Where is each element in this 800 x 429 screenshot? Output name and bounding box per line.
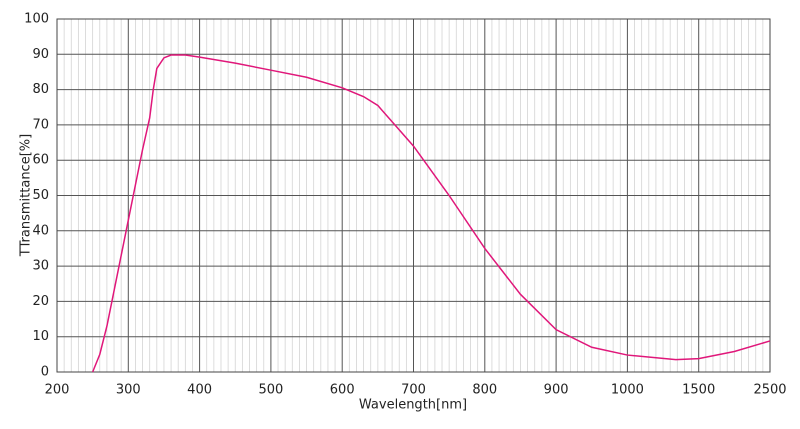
x-tick-label: 600 — [330, 383, 355, 398]
y-tick-label: 20 — [32, 294, 49, 309]
y-tick-label: 80 — [32, 82, 49, 97]
x-tick-label: 400 — [187, 383, 212, 398]
x-tick-label: 900 — [544, 383, 569, 398]
x-tick-label: 500 — [258, 383, 283, 398]
y-tick-label: 40 — [32, 223, 49, 238]
x-tick-label: 700 — [401, 383, 426, 398]
x-tick-label: 800 — [472, 383, 497, 398]
x-tick-label: 200 — [45, 383, 70, 398]
y-axis-label: TTransmittance[%] — [19, 134, 34, 257]
plot-frame — [56, 18, 771, 373]
y-tick-label: 50 — [32, 188, 49, 203]
y-tick-label: 100 — [24, 12, 49, 27]
x-tick-label: 300 — [116, 383, 141, 398]
x-tick-label: 1500 — [682, 383, 715, 398]
y-tick-label: 60 — [32, 153, 49, 168]
y-tick-label: 90 — [32, 47, 49, 62]
y-tick-label: 70 — [32, 117, 49, 132]
x-tick-label: 1000 — [611, 383, 644, 398]
x-axis-label: Wavelength[nm] — [359, 398, 467, 413]
y-tick-label: 30 — [32, 259, 49, 274]
y-tick-label: 0 — [41, 365, 49, 380]
y-tick-label: 10 — [32, 329, 49, 344]
x-tick-label: 2500 — [753, 383, 786, 398]
data-line — [91, 54, 771, 373]
